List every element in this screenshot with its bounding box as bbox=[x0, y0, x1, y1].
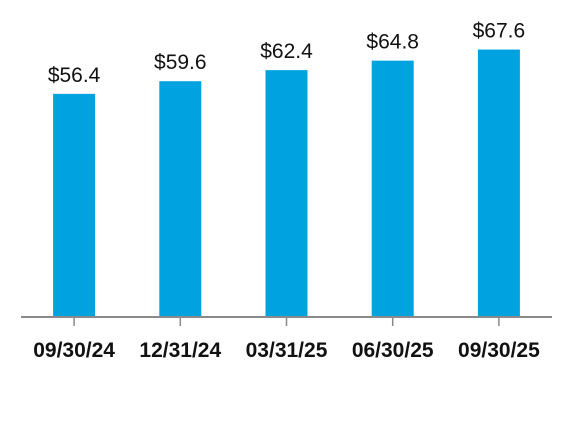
bar-5 bbox=[477, 49, 520, 317]
x-tick-label-5: 09/30/25 bbox=[458, 339, 540, 362]
x-tick-label-4: 06/30/25 bbox=[352, 339, 434, 362]
bar-1 bbox=[53, 93, 96, 318]
x-tick-label-1: 09/30/24 bbox=[33, 339, 115, 362]
bar-value-label-4: $64.8 bbox=[366, 31, 419, 54]
x-axis-tick-labels: 09/30/24 12/31/24 03/31/25 06/30/25 09/30/25 bbox=[33, 339, 540, 362]
bar-3 bbox=[265, 70, 308, 317]
bar-value-label-1: $56.4 bbox=[48, 64, 101, 87]
x-axis-ticks bbox=[73, 317, 500, 326]
bar-2 bbox=[159, 81, 202, 318]
value-labels-group: $56.4 $59.6 $62.4 $64.8 $67.6 bbox=[48, 20, 525, 87]
bars-group bbox=[53, 49, 520, 318]
bar-value-label-2: $59.6 bbox=[154, 51, 207, 74]
bar-value-label-3: $62.4 bbox=[260, 40, 313, 63]
x-tick-label-2: 12/31/24 bbox=[139, 339, 221, 362]
bar-value-label-5: $67.6 bbox=[473, 20, 526, 43]
x-tick-label-3: 03/31/25 bbox=[246, 339, 328, 362]
bar-4 bbox=[371, 60, 414, 318]
